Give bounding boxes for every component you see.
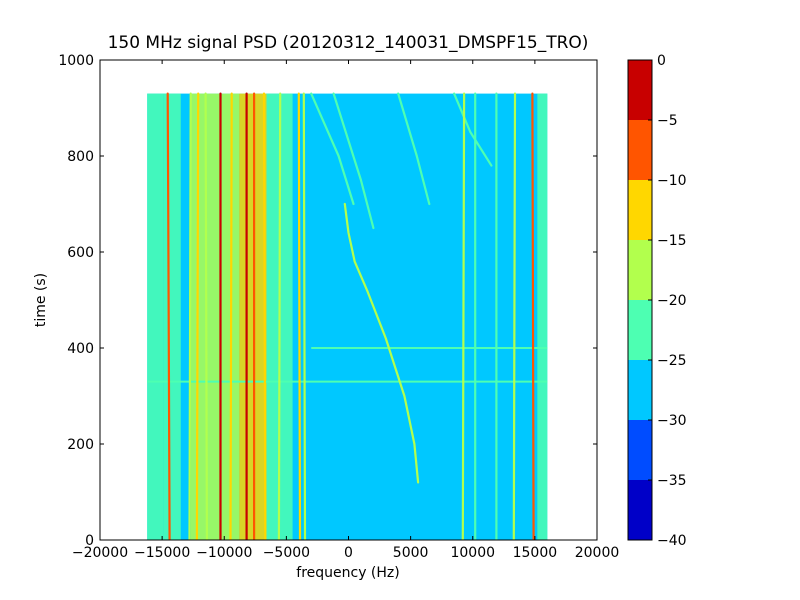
heatmap-signal-1 xyxy=(188,92,192,540)
colorbar-tick-label: −15 xyxy=(657,233,687,249)
heatmap-signal-9 xyxy=(277,92,282,540)
colorbar-tick-label: −20 xyxy=(657,293,687,309)
heatmap-band-5 xyxy=(537,93,548,540)
colorbar-segment xyxy=(628,60,652,120)
y-tick-label: 600 xyxy=(67,245,94,261)
plot-area xyxy=(147,92,548,540)
heatmap-signal-10 xyxy=(297,92,302,540)
x-axis-title: frequency (Hz) xyxy=(296,565,399,581)
heatmap-signal-8 xyxy=(262,92,267,540)
colorbar-segment xyxy=(628,300,652,360)
x-tick-label: 20000 xyxy=(575,545,620,561)
heatmap-signal-14 xyxy=(397,92,431,206)
heatmap-signal-5 xyxy=(229,92,233,540)
heatmap-signal-20 xyxy=(512,92,517,540)
colorbar-segment xyxy=(628,420,652,480)
colorbar-segment xyxy=(628,120,652,180)
colorbar-segment xyxy=(628,360,652,420)
heatmap-signal-15 xyxy=(332,92,375,230)
x-tick-label: 0 xyxy=(344,545,353,561)
y-tick-label: 400 xyxy=(67,341,94,357)
heatmap-band-0 xyxy=(147,93,164,540)
heatmap-signal-16 xyxy=(453,92,493,167)
chart-title: 150 MHz signal PSD (20120312_140031_DMSP… xyxy=(108,33,589,53)
colorbar-tick-label: −10 xyxy=(657,173,687,189)
y-axis: 0 200 400 600 800 1000 xyxy=(58,53,597,549)
heatmap-band-3 xyxy=(239,93,267,540)
heatmap-signal-11 xyxy=(302,92,307,540)
x-tick-label: −10000 xyxy=(196,545,252,561)
heatmap-signal-0 xyxy=(166,92,171,540)
colorbar: −40 −35 −30 −25 −20 −15 −10 −5 0 xyxy=(627,53,687,549)
y-tick-label: 1000 xyxy=(58,53,94,69)
y-tick-label: 800 xyxy=(67,149,94,165)
colorbar-segment xyxy=(628,480,652,540)
heatmap-signal-3 xyxy=(204,92,208,540)
heatmap-signal-13 xyxy=(310,92,355,206)
heatmap-signal-12 xyxy=(343,202,420,484)
y-axis-title: time (s) xyxy=(33,273,49,327)
colorbar-tick-label: −35 xyxy=(657,473,687,489)
x-tick-label: 5000 xyxy=(393,545,429,561)
y-tick-label: 0 xyxy=(85,533,94,549)
x-tick-label: −15000 xyxy=(134,545,190,561)
colorbar-tick-label: −30 xyxy=(657,413,687,429)
y-tick-label: 200 xyxy=(67,437,94,453)
colorbar-segment xyxy=(628,240,652,300)
heatmap-signal-17 xyxy=(461,92,466,540)
x-tick-label: −5000 xyxy=(263,545,310,561)
plot-frame xyxy=(99,59,598,541)
x-tick-label: 15000 xyxy=(513,545,558,561)
colorbar-segment xyxy=(628,180,652,240)
heatmap-signal-2 xyxy=(195,92,200,540)
colorbar-tick-label: −25 xyxy=(657,353,687,369)
colorbar-tick-label: −40 xyxy=(657,533,687,549)
colorbar-tick-label: −5 xyxy=(657,113,678,129)
x-tick-label: 10000 xyxy=(450,545,495,561)
x-tick-label: −20000 xyxy=(72,545,128,561)
heatmap-signal-21 xyxy=(531,92,535,540)
heatmap-band-1 xyxy=(163,93,181,540)
colorbar-tick-label: 0 xyxy=(657,53,666,69)
